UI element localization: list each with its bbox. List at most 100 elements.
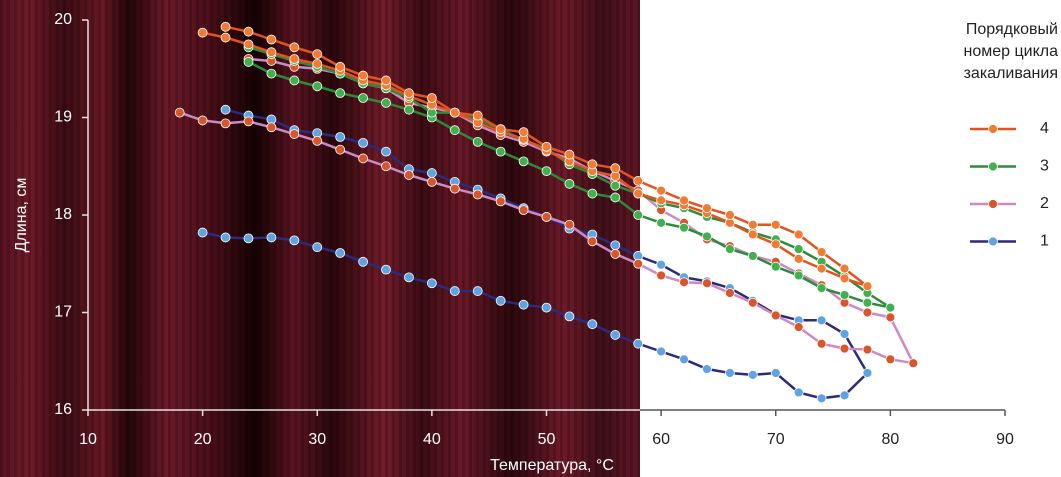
data-point	[587, 188, 598, 199]
data-point	[747, 229, 758, 240]
data-point	[656, 346, 667, 357]
data-point	[243, 39, 254, 50]
data-point	[312, 49, 323, 60]
data-point	[426, 168, 437, 178]
x-tick-label: 30	[308, 431, 326, 448]
data-point	[266, 232, 277, 243]
data-point	[518, 299, 529, 310]
legend-marker	[988, 124, 998, 134]
data-point	[358, 70, 369, 81]
data-point	[220, 118, 231, 129]
data-point	[266, 47, 277, 58]
data-point	[335, 132, 346, 142]
data-point	[610, 240, 621, 251]
y-tick-label: 19	[54, 109, 72, 126]
data-point	[381, 75, 391, 86]
data-point	[541, 302, 552, 313]
data-point	[472, 286, 483, 296]
data-point	[243, 233, 254, 244]
data-point	[243, 57, 254, 67]
x-tick-label: 40	[423, 431, 441, 448]
data-point	[197, 115, 208, 126]
data-point	[449, 107, 460, 118]
data-point	[862, 297, 873, 308]
data-point	[381, 97, 391, 108]
data-point	[541, 141, 552, 152]
legend-title-line: Порядковый	[966, 21, 1058, 38]
data-point	[725, 210, 735, 220]
legend-title: Порядковый номер цикла закаливания	[964, 21, 1059, 82]
data-point	[633, 188, 644, 199]
data-point	[220, 21, 231, 32]
series-line	[202, 25, 869, 288]
x-tick-label: 60	[652, 431, 670, 448]
data-point	[770, 368, 781, 378]
data-point	[885, 302, 896, 313]
data-point	[702, 364, 712, 374]
data-point	[312, 242, 323, 253]
data-point	[839, 290, 850, 300]
legend-label: 4	[1040, 120, 1049, 137]
data-point	[541, 166, 552, 177]
series-line	[202, 108, 869, 400]
data-point	[472, 189, 483, 200]
data-point	[770, 239, 781, 250]
data-point	[747, 297, 758, 308]
data-point	[862, 344, 873, 355]
data-point	[358, 153, 369, 164]
data-point	[495, 295, 506, 306]
x-tick-label: 10	[79, 431, 97, 448]
data-point	[656, 217, 667, 228]
x-tick-label: 90	[996, 431, 1014, 448]
x-axis-label: Температура, °С	[490, 457, 614, 474]
data-point	[381, 264, 391, 275]
data-point	[426, 278, 437, 289]
data-point	[816, 315, 827, 326]
data-point	[725, 244, 735, 255]
data-point	[816, 283, 827, 294]
data-point	[449, 286, 460, 296]
data-point	[335, 248, 346, 258]
data-point	[449, 183, 460, 194]
data-point	[381, 146, 391, 157]
data-point	[243, 26, 254, 37]
data-point	[289, 42, 300, 53]
data-point	[404, 88, 414, 99]
y-tick-label: 16	[54, 401, 72, 418]
data-point	[289, 129, 300, 139]
data-point	[633, 338, 644, 349]
data-point	[839, 329, 850, 339]
data-point	[793, 270, 804, 281]
data-point	[725, 288, 735, 298]
data-point	[770, 310, 781, 321]
data-point	[908, 358, 919, 369]
data-point	[197, 227, 208, 238]
data-point	[587, 236, 598, 247]
data-point	[358, 93, 369, 103]
data-point	[816, 393, 827, 404]
data-point	[335, 88, 346, 99]
data-point	[220, 232, 231, 243]
data-point	[656, 270, 667, 281]
data-point	[816, 338, 827, 349]
data-point	[610, 180, 621, 191]
legend-title-line: закаливания	[964, 65, 1058, 82]
data-point	[472, 136, 483, 147]
data-point	[839, 390, 850, 401]
data-point	[702, 203, 712, 214]
data-point	[266, 68, 277, 79]
data-point	[495, 196, 506, 207]
data-point	[610, 192, 621, 203]
data-point	[793, 229, 804, 240]
data-point	[679, 222, 689, 233]
data-point	[610, 249, 621, 259]
data-point	[862, 281, 873, 292]
data-point	[220, 104, 231, 115]
data-point	[747, 219, 758, 230]
data-point	[679, 354, 689, 365]
data-point	[747, 369, 758, 380]
data-point	[449, 125, 460, 136]
y-tick-label: 20	[54, 11, 72, 28]
y-axis-label: Длина, см	[13, 178, 30, 253]
